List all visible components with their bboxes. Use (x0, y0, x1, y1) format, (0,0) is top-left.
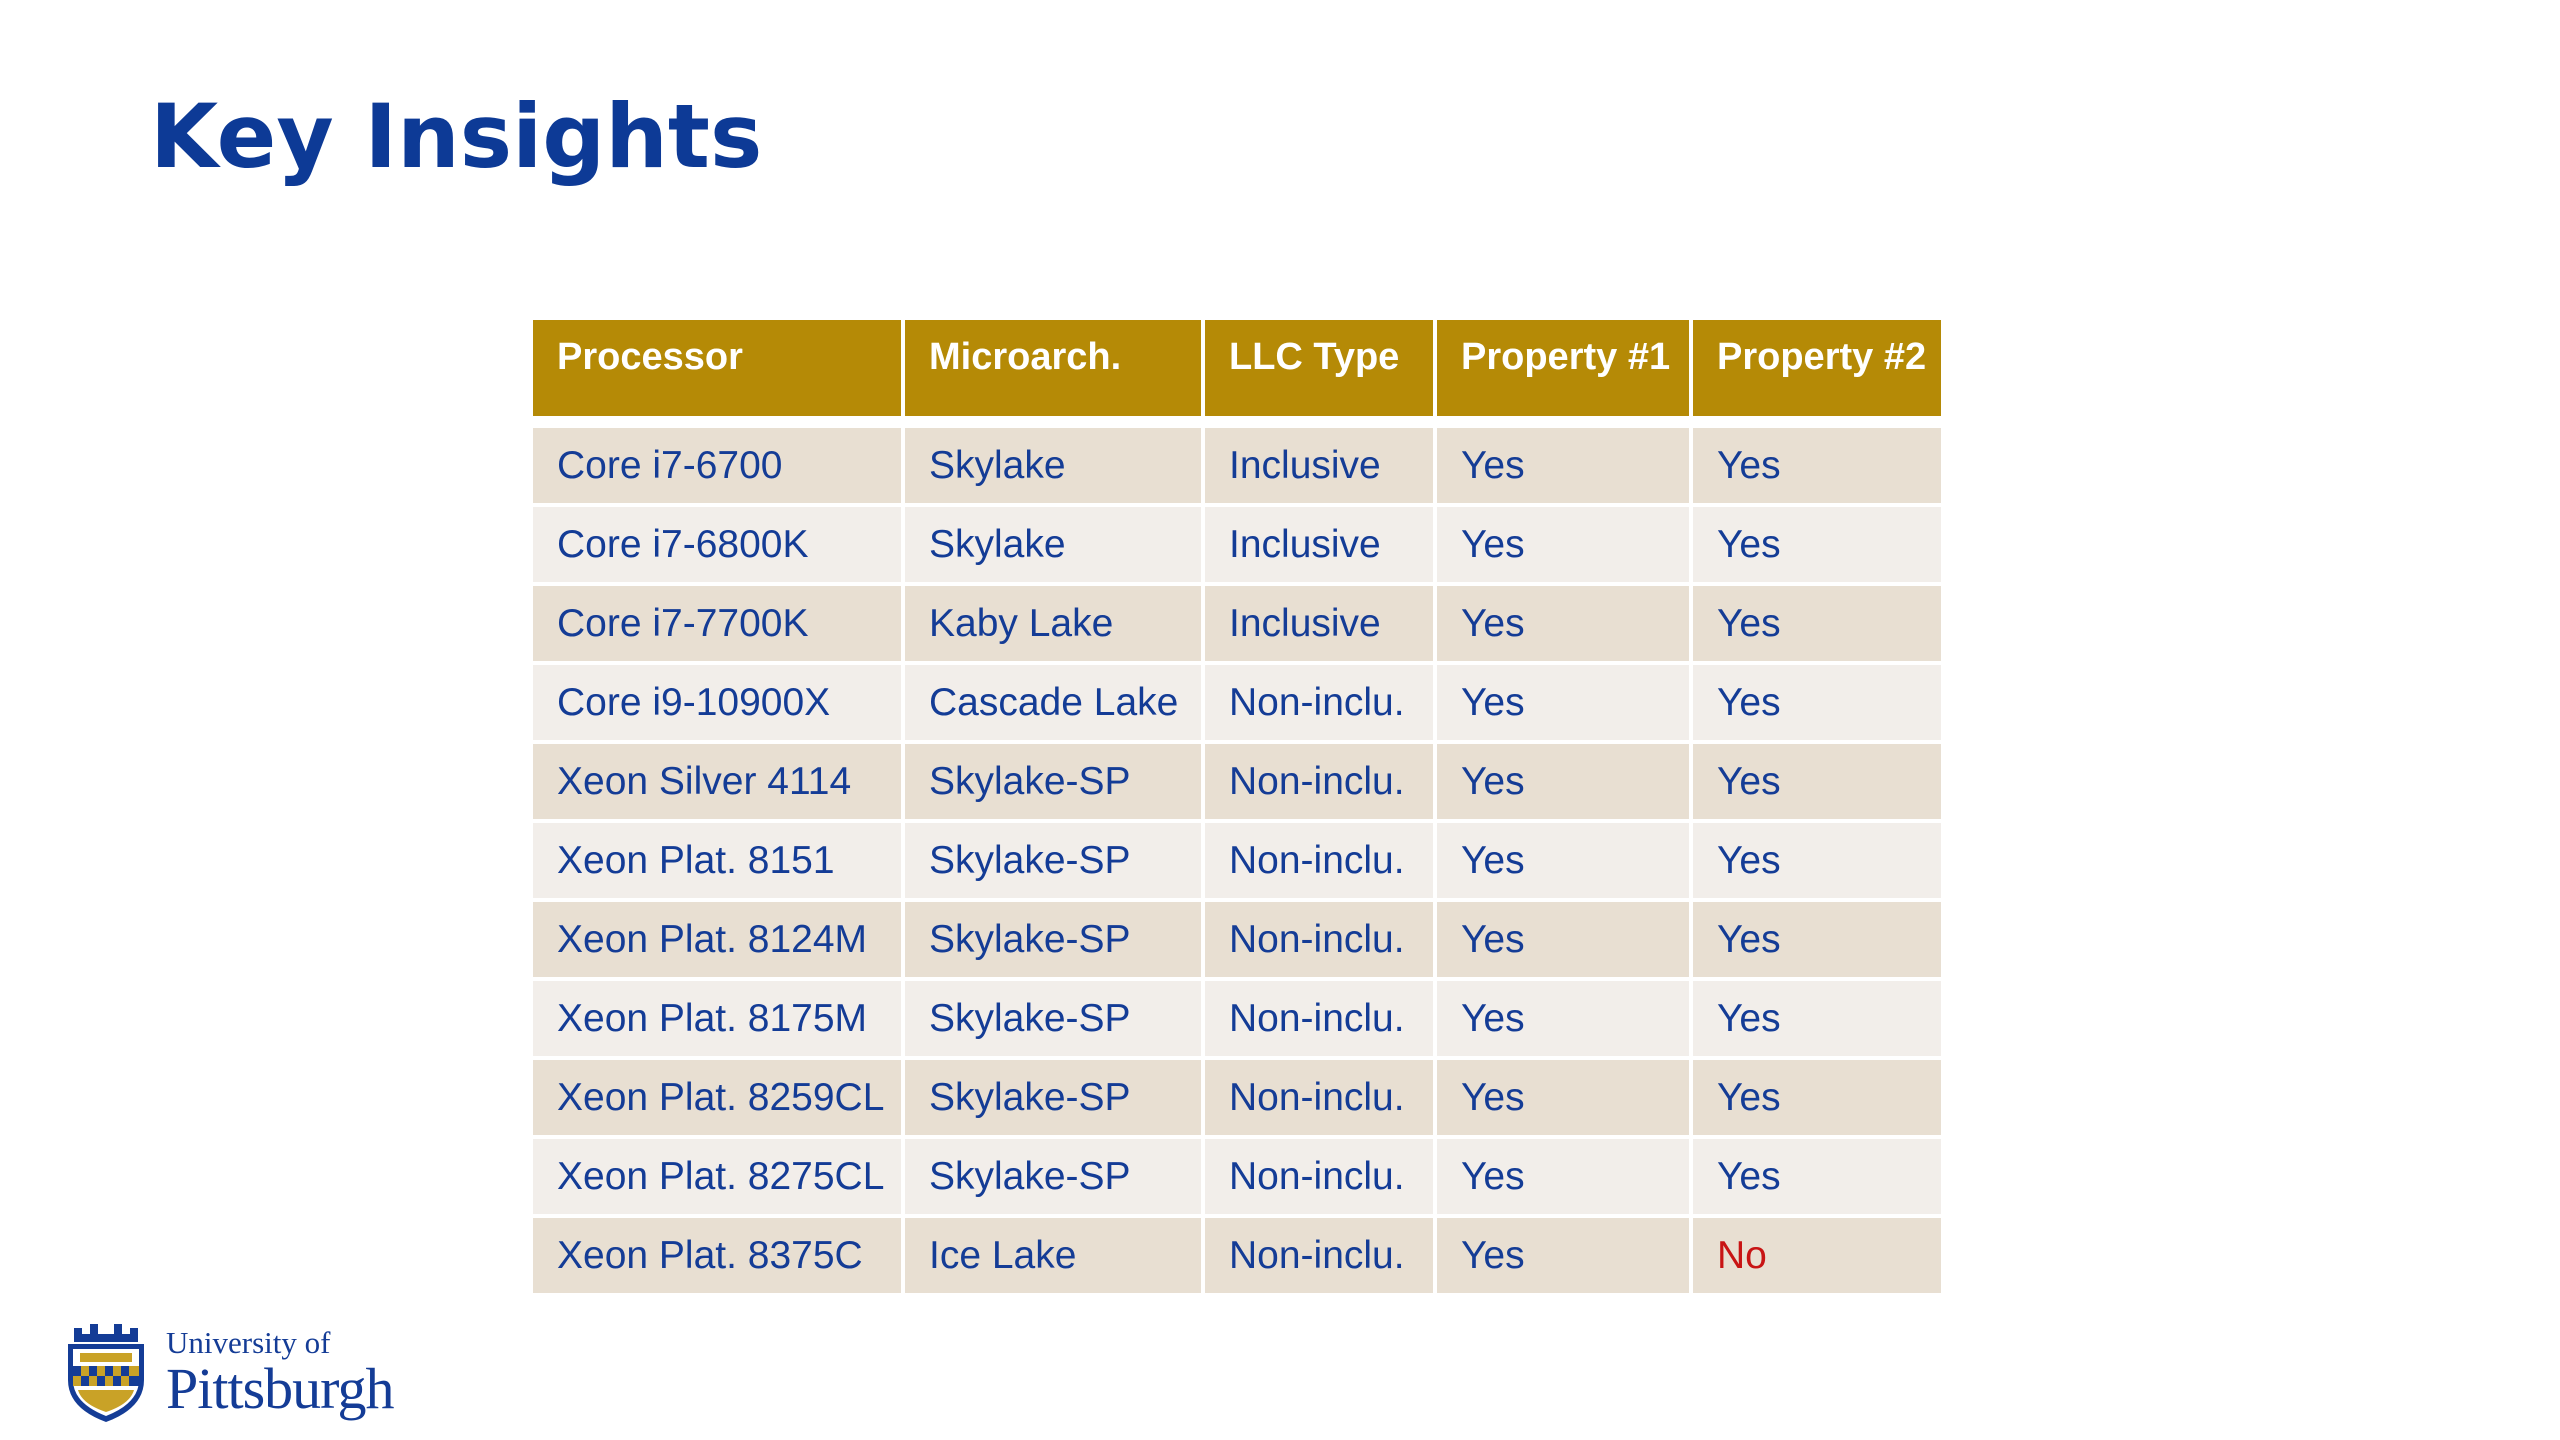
cell-microarch: Skylake (905, 420, 1201, 503)
cell-llc-type: Non-inclu. (1205, 744, 1433, 819)
cell-property-1: Yes (1437, 902, 1689, 977)
cell-microarch: Kaby Lake (905, 586, 1201, 661)
processor-table-container: Processor Microarch. LLC Type Property #… (533, 320, 1941, 1293)
cell-processor: Xeon Plat. 8175M (533, 981, 901, 1056)
cell-property-1: Yes (1437, 1218, 1689, 1293)
table-row: Xeon Plat. 8259CL Skylake-SP Non-inclu. … (533, 1060, 1941, 1135)
cell-property-2: Yes (1693, 1060, 1941, 1135)
cell-processor: Xeon Plat. 8151 (533, 823, 901, 898)
cell-property-1: Yes (1437, 420, 1689, 503)
table-row: Xeon Silver 4114 Skylake-SP Non-inclu. Y… (533, 744, 1941, 819)
cell-llc-type: Inclusive (1205, 586, 1433, 661)
cell-property-1: Yes (1437, 823, 1689, 898)
university-name: University of Pittsburgh (166, 1324, 394, 1421)
cell-llc-type: Non-inclu. (1205, 902, 1433, 977)
cell-property-1: Yes (1437, 1139, 1689, 1214)
processor-table: Processor Microarch. LLC Type Property #… (529, 316, 1945, 1297)
cell-llc-type: Non-inclu. (1205, 981, 1433, 1056)
cell-processor: Xeon Plat. 8259CL (533, 1060, 901, 1135)
university-seal-icon (68, 1324, 144, 1422)
cell-processor: Core i9-10900X (533, 665, 901, 740)
cell-microarch: Cascade Lake (905, 665, 1201, 740)
university-name-line2: Pittsburgh (166, 1355, 394, 1421)
cell-property-1: Yes (1437, 586, 1689, 661)
cell-property-1: Yes (1437, 665, 1689, 740)
header-processor: Processor (533, 320, 901, 416)
cell-processor: Xeon Plat. 8275CL (533, 1139, 901, 1214)
cell-microarch: Skylake (905, 507, 1201, 582)
cell-property-2: Yes (1693, 420, 1941, 503)
slide-title: Key Insights (150, 85, 763, 188)
cell-llc-type: Inclusive (1205, 507, 1433, 582)
cell-processor: Xeon Silver 4114 (533, 744, 901, 819)
header-microarch: Microarch. (905, 320, 1201, 416)
cell-microarch: Skylake-SP (905, 902, 1201, 977)
cell-processor: Core i7-6800K (533, 507, 901, 582)
table-row: Xeon Plat. 8175M Skylake-SP Non-inclu. Y… (533, 981, 1941, 1056)
header-property-1: Property #1 (1437, 320, 1689, 416)
cell-llc-type: Non-inclu. (1205, 1060, 1433, 1135)
table-row: Xeon Plat. 8151 Skylake-SP Non-inclu. Ye… (533, 823, 1941, 898)
cell-microarch: Skylake-SP (905, 981, 1201, 1056)
cell-property-2: Yes (1693, 586, 1941, 661)
cell-property-1: Yes (1437, 507, 1689, 582)
table-header-row: Processor Microarch. LLC Type Property #… (533, 320, 1941, 416)
table-row: Xeon Plat. 8275CL Skylake-SP Non-inclu. … (533, 1139, 1941, 1214)
cell-property-2: Yes (1693, 507, 1941, 582)
cell-microarch: Skylake-SP (905, 823, 1201, 898)
cell-property-1: Yes (1437, 1060, 1689, 1135)
table-row: Core i9-10900X Cascade Lake Non-inclu. Y… (533, 665, 1941, 740)
cell-property-1: Yes (1437, 744, 1689, 819)
table-row: Core i7-6700 Skylake Inclusive Yes Yes (533, 420, 1941, 503)
cell-llc-type: Non-inclu. (1205, 1139, 1433, 1214)
cell-llc-type: Non-inclu. (1205, 665, 1433, 740)
cell-llc-type: Non-inclu. (1205, 823, 1433, 898)
table-row: Core i7-6800K Skylake Inclusive Yes Yes (533, 507, 1941, 582)
cell-processor: Core i7-6700 (533, 420, 901, 503)
cell-microarch: Skylake-SP (905, 744, 1201, 819)
university-name-line1: University of (166, 1324, 331, 1360)
cell-property-2: Yes (1693, 823, 1941, 898)
cell-microarch: Skylake-SP (905, 1060, 1201, 1135)
cell-microarch: Skylake-SP (905, 1139, 1201, 1214)
cell-property-2: No (1693, 1218, 1941, 1293)
cell-microarch: Ice Lake (905, 1218, 1201, 1293)
table-row: Xeon Plat. 8124M Skylake-SP Non-inclu. Y… (533, 902, 1941, 977)
cell-property-2: Yes (1693, 1139, 1941, 1214)
cell-property-2: Yes (1693, 981, 1941, 1056)
cell-property-2: Yes (1693, 665, 1941, 740)
header-llc-type: LLC Type (1205, 320, 1433, 416)
cell-property-2: Yes (1693, 902, 1941, 977)
cell-property-1: Yes (1437, 981, 1689, 1056)
cell-llc-type: Inclusive (1205, 420, 1433, 503)
cell-processor: Core i7-7700K (533, 586, 901, 661)
cell-llc-type: Non-inclu. (1205, 1218, 1433, 1293)
header-property-2: Property #2 (1693, 320, 1941, 416)
cell-processor: Xeon Plat. 8124M (533, 902, 901, 977)
cell-processor: Xeon Plat. 8375C (533, 1218, 901, 1293)
table-row: Xeon Plat. 8375C Ice Lake Non-inclu. Yes… (533, 1218, 1941, 1293)
university-logo: University of Pittsburgh (64, 1320, 394, 1424)
cell-property-2: Yes (1693, 744, 1941, 819)
table-row: Core i7-7700K Kaby Lake Inclusive Yes Ye… (533, 586, 1941, 661)
